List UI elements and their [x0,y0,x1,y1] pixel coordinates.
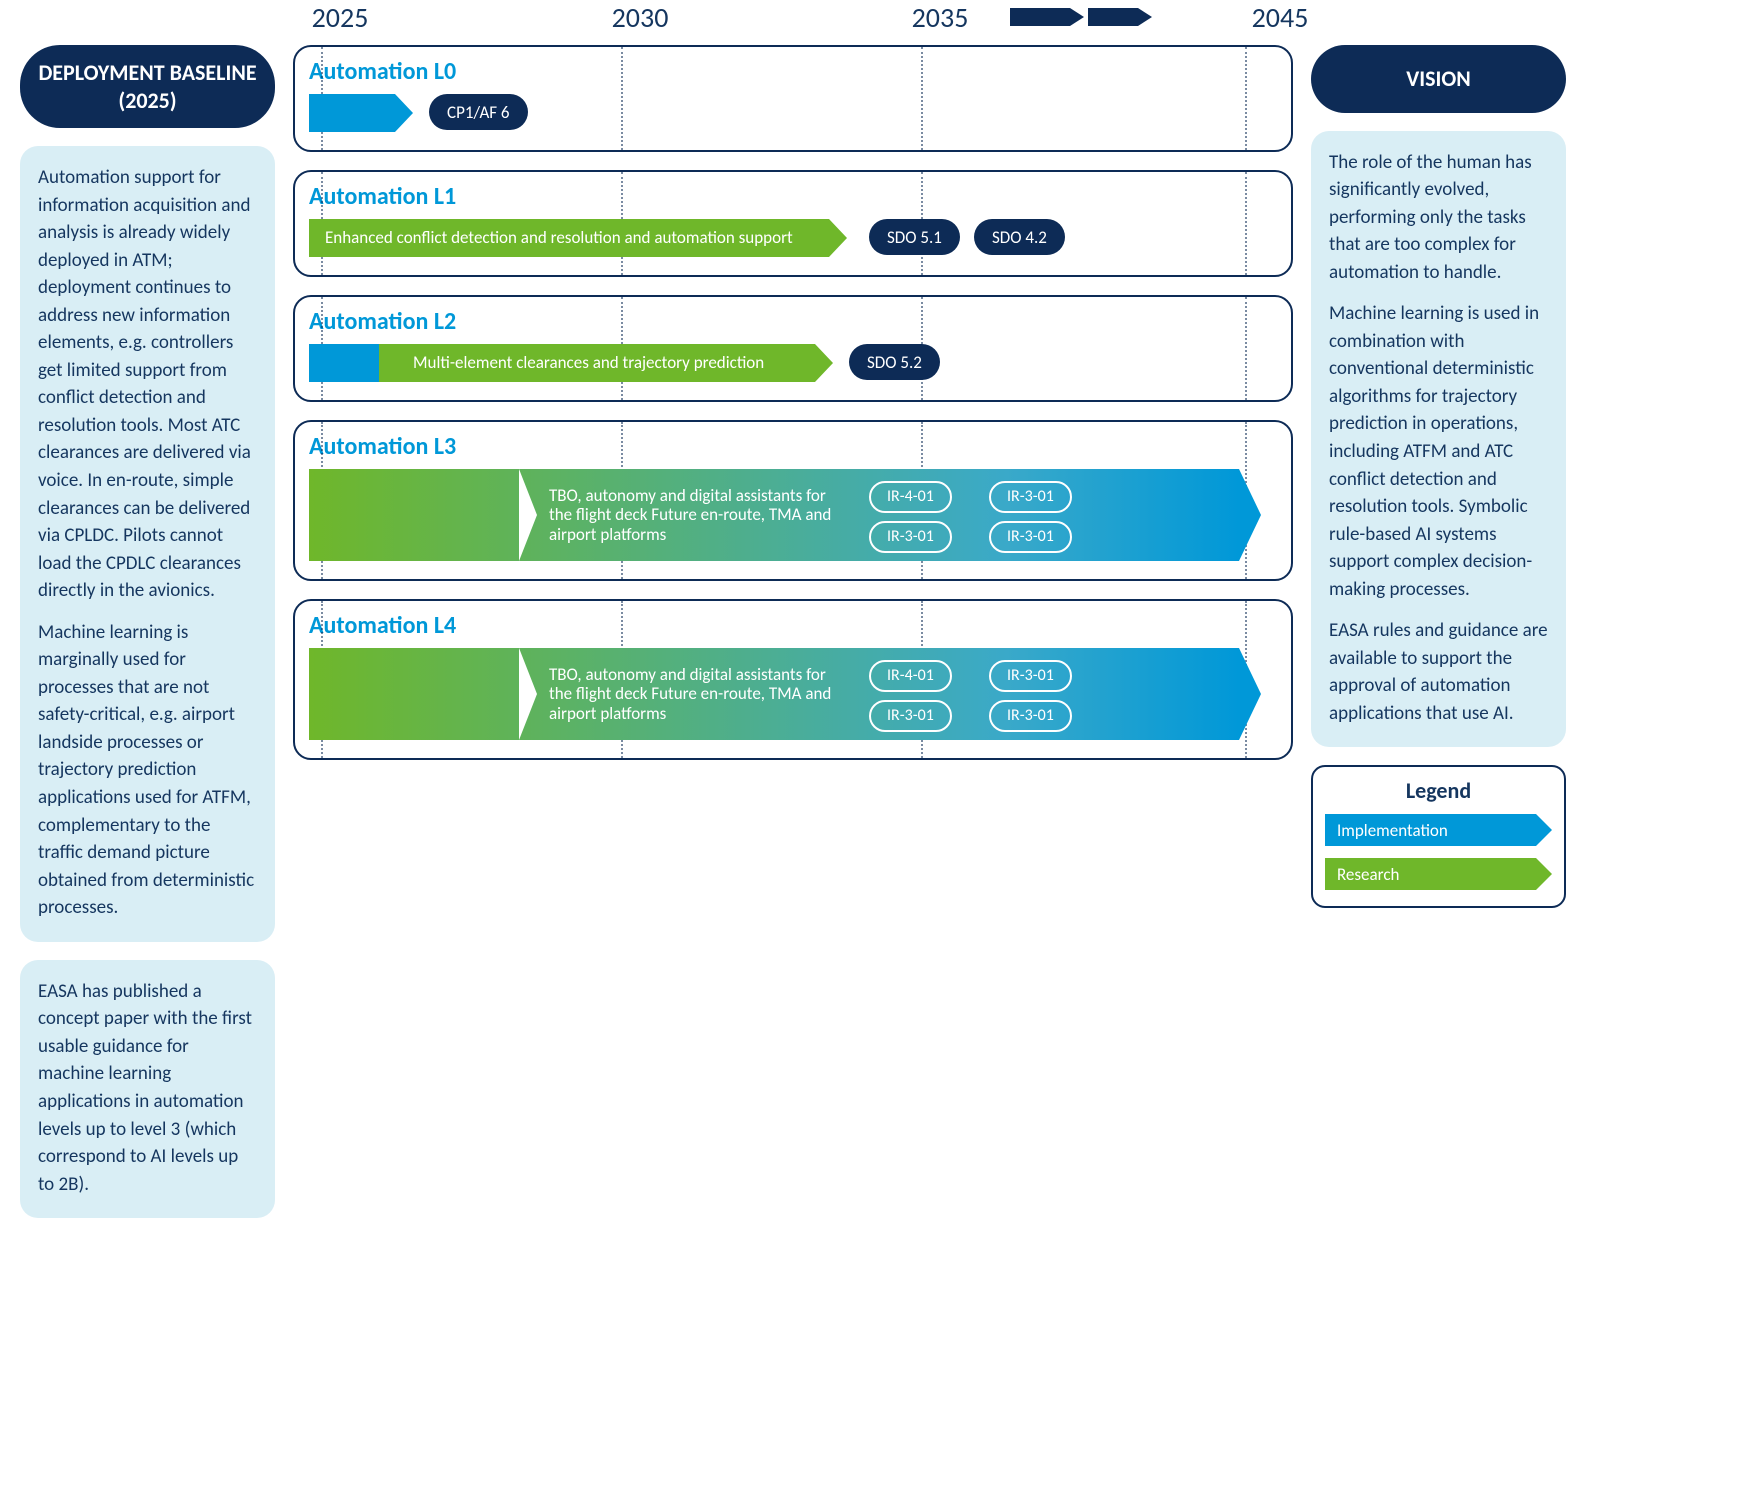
legend-box: Legend Implementation Research [1311,765,1566,908]
deployment-baseline-box-1: Automation support for information acqui… [20,146,275,942]
legend-implementation-bar: Implementation [1325,814,1536,846]
l1-tag-sdo51: SDO 5.1 [869,219,960,255]
l4-tag-1: IR-3-01 [989,660,1072,692]
vision-title: VISION [1311,45,1566,113]
l3-tag-3: IR-3-01 [989,521,1072,553]
l3-bar-label: TBO, autonomy and digital assistants for… [549,486,839,545]
l4-gradient-bar: TBO, autonomy and digital assistants for… [309,648,1239,740]
baseline-paragraph-2: Machine learning is marginally used for … [38,619,257,922]
year-2035: 2035 [912,0,969,35]
l2-implementation-bar [309,344,379,382]
lane-l3-body: TBO, autonomy and digital assistants for… [309,469,1281,565]
l3-chevron-separator [519,469,537,561]
legend-row-implementation: Implementation [1325,814,1552,848]
lane-l2-title: Automation L2 [309,307,1281,336]
year-2030: 2030 [612,0,669,35]
lane-l3: Automation L3 TBO, autonomy and digital … [293,420,1293,581]
page-root: 2025 2030 2035 2045 DEPLOYMENT BASELINE … [0,0,1741,1276]
lane-l1: Automation L1 Enhanced conflict detectio… [293,170,1293,277]
vision-paragraph-2: Machine learning is used in combination … [1329,300,1548,603]
vision-paragraph-1: The role of the human has significantly … [1329,149,1548,287]
l4-chevron-separator [519,648,537,740]
l0-implementation-bar [309,94,395,132]
legend-implementation-label: Implementation [1337,820,1448,841]
lane-l4-body: TBO, autonomy and digital assistants for… [309,648,1281,744]
legend-row-research: Research [1325,858,1552,892]
right-column: VISION The role of the human has signifi… [1311,45,1566,1236]
l1-tag-sdo42: SDO 4.2 [974,219,1065,255]
lane-l2: Automation L2 Multi-element clearances a… [293,295,1293,402]
l2-tag-sdo52: SDO 5.2 [849,344,940,380]
l3-tag-1: IR-3-01 [989,481,1072,513]
l1-research-bar: Enhanced conflict detection and resoluti… [309,219,829,257]
lane-l1-body: Enhanced conflict detection and resoluti… [309,219,1281,261]
l3-tag-0: IR-4-01 [869,481,952,513]
lane-l0-body: CP1/AF 6 [309,94,1281,136]
lane-l3-title: Automation L3 [309,432,1281,461]
l4-tag-0: IR-4-01 [869,660,952,692]
vision-paragraph-3: EASA rules and guidance are available to… [1329,617,1548,727]
lane-l2-body: Multi-element clearances and trajectory … [309,344,1281,386]
timeline-gap-arrows [1010,8,1152,26]
l1-research-label: Enhanced conflict detection and resoluti… [325,228,793,248]
legend-research-label: Research [1337,864,1399,885]
baseline-paragraph-3: EASA has published a concept paper with … [38,978,257,1198]
l4-bar-label: TBO, autonomy and digital assistants for… [549,665,839,724]
deployment-baseline-title: DEPLOYMENT BASELINE (2025) [20,45,275,128]
lane-l0-title: Automation L0 [309,57,1281,86]
timeline-header: 2025 2030 2035 2045 [20,0,1566,45]
l3-tag-2: IR-3-01 [869,521,952,553]
l3-gradient-bar: TBO, autonomy and digital assistants for… [309,469,1239,561]
deployment-baseline-box-2: EASA has published a concept paper with … [20,960,275,1218]
year-2025: 2025 [312,0,369,35]
lane-l4-title: Automation L4 [309,611,1281,640]
l2-research-bar: Multi-element clearances and trajectory … [379,344,815,382]
lane-l4: Automation L4 TBO, autonomy and digital … [293,599,1293,760]
lane-l0: Automation L0 CP1/AF 6 [293,45,1293,152]
lane-l1-title: Automation L1 [309,182,1281,211]
left-column: DEPLOYMENT BASELINE (2025) Automation su… [20,45,275,1236]
l4-tag-3: IR-3-01 [989,700,1072,732]
vision-box: The role of the human has significantly … [1311,131,1566,748]
legend-title: Legend [1325,777,1552,804]
automation-lanes: Automation L0 CP1/AF 6 Automation L1 Enh… [293,45,1293,1236]
year-2045: 2045 [1252,0,1309,35]
l4-tag-2: IR-3-01 [869,700,952,732]
l0-tag-cp1af6: CP1/AF 6 [429,94,528,130]
l2-research-label: Multi-element clearances and trajectory … [413,353,764,373]
baseline-paragraph-1: Automation support for information acqui… [38,164,257,605]
legend-research-bar: Research [1325,858,1536,890]
